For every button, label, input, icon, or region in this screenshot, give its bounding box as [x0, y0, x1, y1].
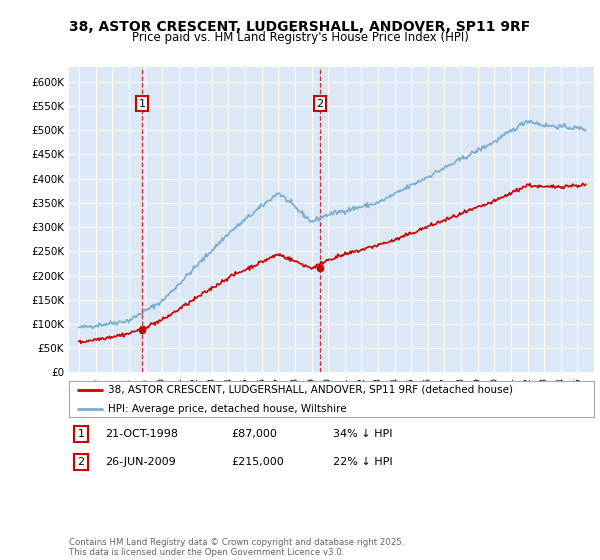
- Text: 2: 2: [77, 457, 85, 467]
- Text: 21-OCT-1998: 21-OCT-1998: [105, 429, 178, 439]
- Text: 38, ASTOR CRESCENT, LUDGERSHALL, ANDOVER, SP11 9RF (detached house): 38, ASTOR CRESCENT, LUDGERSHALL, ANDOVER…: [109, 385, 514, 395]
- Text: Contains HM Land Registry data © Crown copyright and database right 2025.
This d: Contains HM Land Registry data © Crown c…: [69, 538, 404, 557]
- Text: £215,000: £215,000: [231, 457, 284, 467]
- Text: Price paid vs. HM Land Registry's House Price Index (HPI): Price paid vs. HM Land Registry's House …: [131, 31, 469, 44]
- Text: 34% ↓ HPI: 34% ↓ HPI: [333, 429, 392, 439]
- Text: 1: 1: [139, 99, 146, 109]
- Text: 38, ASTOR CRESCENT, LUDGERSHALL, ANDOVER, SP11 9RF: 38, ASTOR CRESCENT, LUDGERSHALL, ANDOVER…: [70, 20, 530, 34]
- Text: 26-JUN-2009: 26-JUN-2009: [105, 457, 176, 467]
- Text: HPI: Average price, detached house, Wiltshire: HPI: Average price, detached house, Wilt…: [109, 404, 347, 414]
- Text: 2: 2: [316, 99, 323, 109]
- Text: £87,000: £87,000: [231, 429, 277, 439]
- Text: 22% ↓ HPI: 22% ↓ HPI: [333, 457, 392, 467]
- Text: 1: 1: [77, 429, 85, 439]
